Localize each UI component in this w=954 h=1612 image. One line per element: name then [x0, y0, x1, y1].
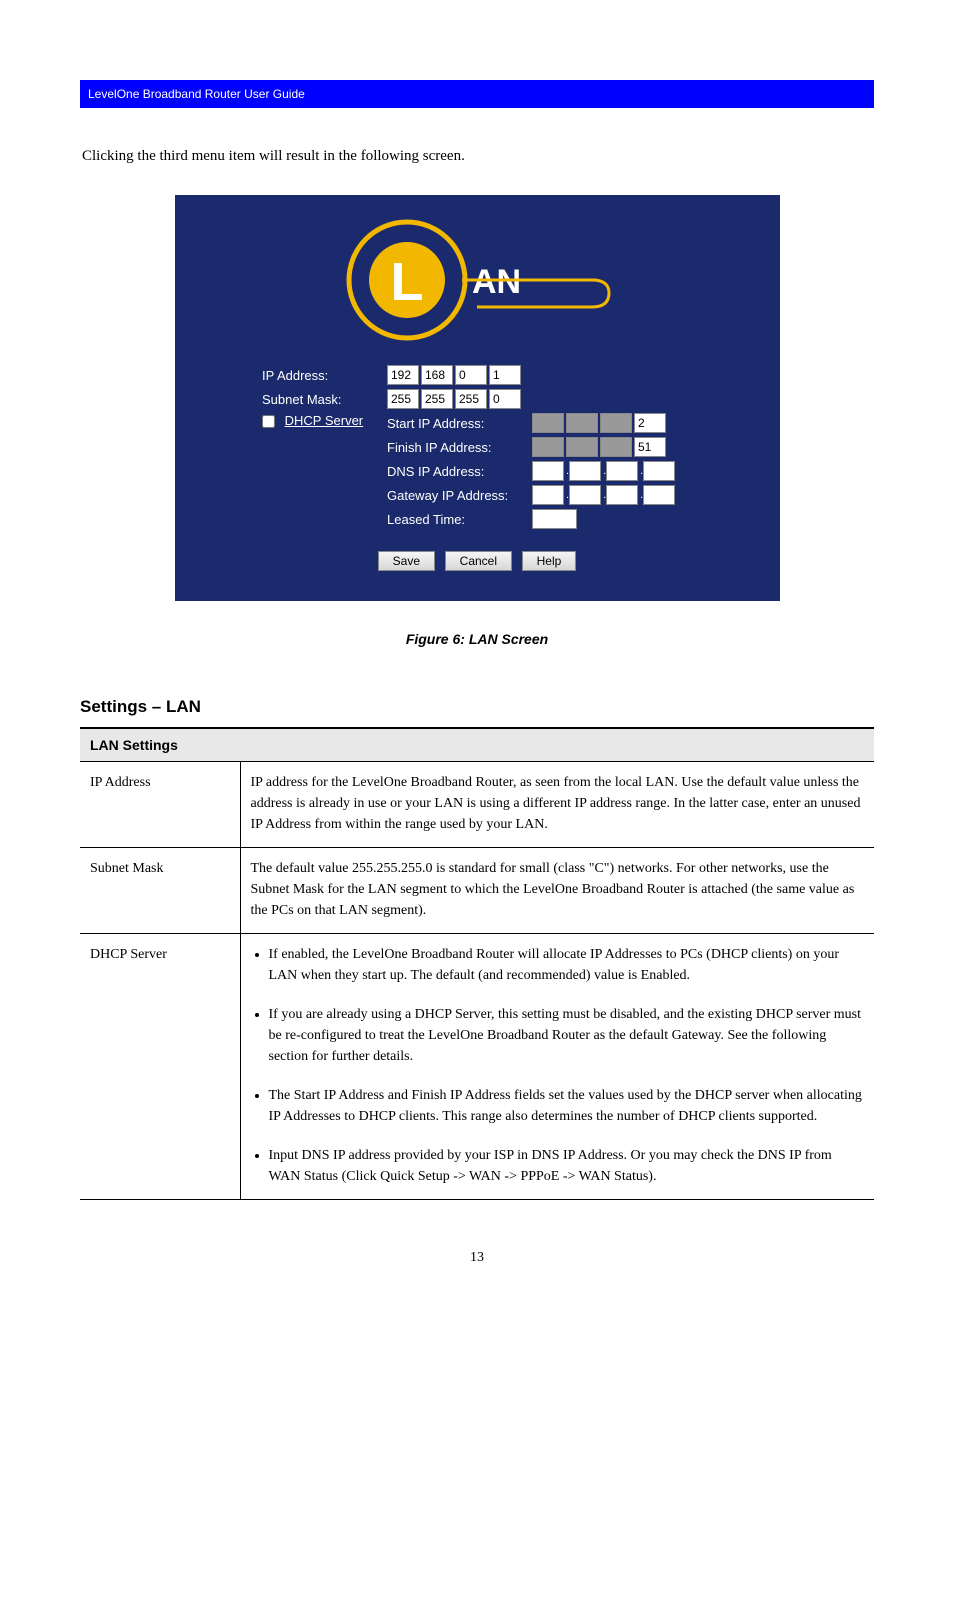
ip-octet-2[interactable] — [421, 365, 453, 385]
row-body: The default value 255.255.255.0 is stand… — [240, 848, 874, 934]
gw-ip-2[interactable] — [569, 485, 601, 505]
gw-ip-1[interactable] — [532, 485, 564, 505]
ip-address-row: IP Address: — [262, 365, 692, 385]
row-label: IP Address — [80, 762, 240, 848]
lan-logo: L AN — [175, 215, 780, 345]
finish-ip-4[interactable] — [634, 437, 666, 457]
leased-time-input[interactable] — [532, 509, 577, 529]
button-row: Save Cancel Help — [262, 551, 692, 571]
bullet-item: Input DNS IP address provided by your IS… — [269, 1145, 865, 1187]
ip-address-label: IP Address: — [262, 368, 387, 383]
table-row: IP AddressIP address for the LevelOne Br… — [80, 762, 874, 848]
dhcp-server-link[interactable]: DHCP Server — [285, 413, 364, 428]
leased-time-label: Leased Time: — [387, 512, 532, 527]
start-ip-2[interactable] — [566, 413, 598, 433]
ip-octet-1[interactable] — [387, 365, 419, 385]
dns-ip-3[interactable] — [606, 461, 638, 481]
gw-ip-3[interactable] — [606, 485, 638, 505]
gateway-ip-label: Gateway IP Address: — [387, 488, 532, 503]
dns-ip-label: DNS IP Address: — [387, 464, 532, 479]
header-bar: LevelOne Broadband Router User Guide — [80, 80, 874, 108]
subnet-octet-4[interactable] — [489, 389, 521, 409]
subnet-row: Subnet Mask: — [262, 389, 692, 409]
gateway-ip-row: Gateway IP Address: . . . — [387, 485, 692, 505]
row-body: IP address for the LevelOne Broadband Ro… — [240, 762, 874, 848]
dhcp-checkbox[interactable] — [262, 415, 275, 428]
finish-ip-label: Finish IP Address: — [387, 440, 532, 455]
svg-text:L: L — [391, 252, 424, 312]
start-ip-3[interactable] — [600, 413, 632, 433]
finish-ip-1[interactable] — [532, 437, 564, 457]
lan-form: IP Address: Subnet Mask: DHCP Server Sta… — [262, 365, 692, 571]
finish-ip-row: Finish IP Address: — [387, 437, 692, 457]
dns-ip-1[interactable] — [532, 461, 564, 481]
section-title: Settings – LAN — [80, 697, 874, 717]
header-left: LevelOne Broadband Router User Guide — [88, 87, 305, 101]
cancel-button[interactable]: Cancel — [445, 551, 512, 571]
bullet-item: If you are already using a DHCP Server, … — [269, 1004, 865, 1067]
dns-ip-4[interactable] — [643, 461, 675, 481]
table-header: LAN Settings — [80, 728, 874, 762]
dns-ip-2[interactable] — [569, 461, 601, 481]
gw-ip-4[interactable] — [643, 485, 675, 505]
settings-table: LAN Settings IP AddressIP address for th… — [80, 727, 874, 1200]
ip-octet-4[interactable] — [489, 365, 521, 385]
bullet-item: The Start IP Address and Finish IP Addre… — [269, 1085, 865, 1127]
help-button[interactable]: Help — [522, 551, 577, 571]
ip-octet-3[interactable] — [455, 365, 487, 385]
table-row: DHCP Server If enabled, the LevelOne Broa… — [80, 934, 874, 1200]
subnet-octet-2[interactable] — [421, 389, 453, 409]
finish-ip-3[interactable] — [600, 437, 632, 457]
figure-caption: Figure 6: LAN Screen — [80, 631, 874, 647]
intro-text: Clicking the third menu item will result… — [80, 148, 874, 165]
leased-time-row: Leased Time: — [387, 509, 692, 529]
save-button[interactable]: Save — [378, 551, 435, 571]
start-ip-row: Start IP Address: — [387, 413, 692, 433]
bullet-item: If enabled, the LevelOne Broadband Route… — [269, 944, 865, 986]
subnet-octet-3[interactable] — [455, 389, 487, 409]
subnet-octet-1[interactable] — [387, 389, 419, 409]
logo-text: AN — [472, 263, 521, 301]
row-body: If enabled, the LevelOne Broadband Route… — [240, 934, 874, 1200]
row-label: DHCP Server — [80, 934, 240, 1200]
start-ip-4[interactable] — [634, 413, 666, 433]
row-label: Subnet Mask — [80, 848, 240, 934]
start-ip-label: Start IP Address: — [387, 416, 532, 431]
router-config-panel: L AN IP Address: Subnet Mask: DHCP Serve… — [175, 195, 780, 601]
subnet-label: Subnet Mask: — [262, 392, 387, 407]
page-number: 13 — [80, 1250, 874, 1266]
start-ip-1[interactable] — [532, 413, 564, 433]
dhcp-section: DHCP Server Start IP Address: Finish IP … — [262, 413, 692, 533]
table-row: Subnet MaskThe default value 255.255.255… — [80, 848, 874, 934]
dns-ip-row: DNS IP Address: . . . — [387, 461, 692, 481]
finish-ip-2[interactable] — [566, 437, 598, 457]
